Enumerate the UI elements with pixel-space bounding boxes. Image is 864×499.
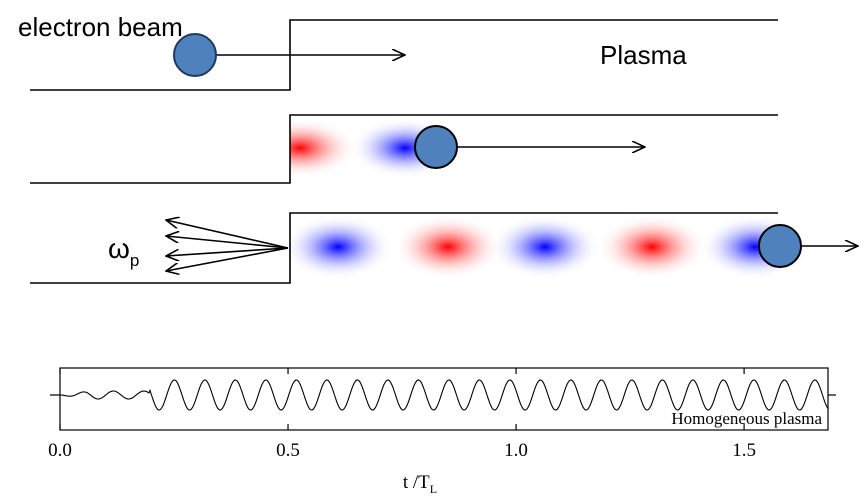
wake-negative (490, 215, 600, 279)
stage-3: ωp (30, 212, 858, 284)
radiation-arrows (166, 220, 289, 271)
electron-bunch (758, 224, 802, 268)
x-label: t /T (403, 472, 430, 493)
x-tick-label: 1.5 (732, 440, 756, 461)
stage-2 (30, 114, 778, 184)
beam-label: electron beam (18, 12, 183, 42)
x-label-sub: L (430, 482, 437, 496)
plasma-boundary (30, 212, 778, 284)
electron-bunch (173, 33, 217, 77)
electron-bunch (414, 125, 458, 169)
omega-sub: p (130, 251, 139, 270)
plasma-boundary (30, 114, 778, 184)
stage-1: electron beam Plasma (18, 12, 778, 91)
omega: ω (108, 233, 130, 264)
x-tick-label: 1.0 (504, 440, 528, 461)
annotation: Homogeneous plasma (671, 409, 822, 428)
wake-positive (393, 215, 503, 279)
plasma-label: Plasma (600, 40, 687, 70)
wake-positive (290, 118, 358, 178)
omega-label: ωp (108, 233, 139, 270)
x-tick-label: 0.5 (276, 440, 300, 461)
wake-negative (283, 215, 393, 279)
signal-chart: Homogeneous plasma t /TL 0.0 0.5 1.0 1.5 (48, 367, 836, 496)
plot-frame (59, 367, 829, 431)
wake-positive (597, 215, 707, 279)
waveform (60, 379, 829, 411)
x-tick-label: 0.0 (48, 440, 72, 461)
x-axis-label: t /TL (403, 472, 437, 496)
